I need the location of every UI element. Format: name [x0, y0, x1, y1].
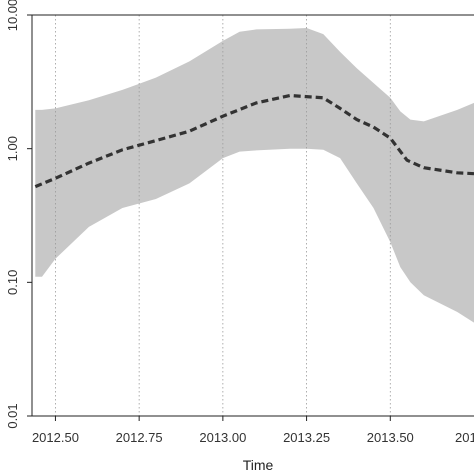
x-tick-label: 2012.50	[32, 430, 79, 445]
confidence-band	[35, 28, 474, 323]
x-tick-label: 2013.00	[199, 430, 246, 445]
axes-layer	[27, 14, 474, 421]
x-tick-label: 2012.75	[116, 430, 163, 445]
confidence-band-layer	[35, 28, 474, 323]
y-tick-label: 10.00	[5, 0, 20, 31]
x-tick-label: 2013.25	[283, 430, 330, 445]
y-tick-label: 1.00	[5, 136, 20, 161]
x-axis-title: Time	[243, 457, 274, 473]
series-line-layer	[34, 93, 474, 189]
x-tick-label: 201	[455, 430, 474, 445]
tick-labels-layer: 0.01 0.10 1.00 10.00 2012.50 2012.75 2013.00 20…	[5, 0, 474, 445]
x-tick-label: 2013.50	[367, 430, 414, 445]
series-line	[34, 93, 474, 189]
gridlines-layer	[55, 15, 391, 416]
y-tick-label: 0.01	[5, 403, 20, 428]
y-tick-label: 0.10	[5, 270, 20, 295]
